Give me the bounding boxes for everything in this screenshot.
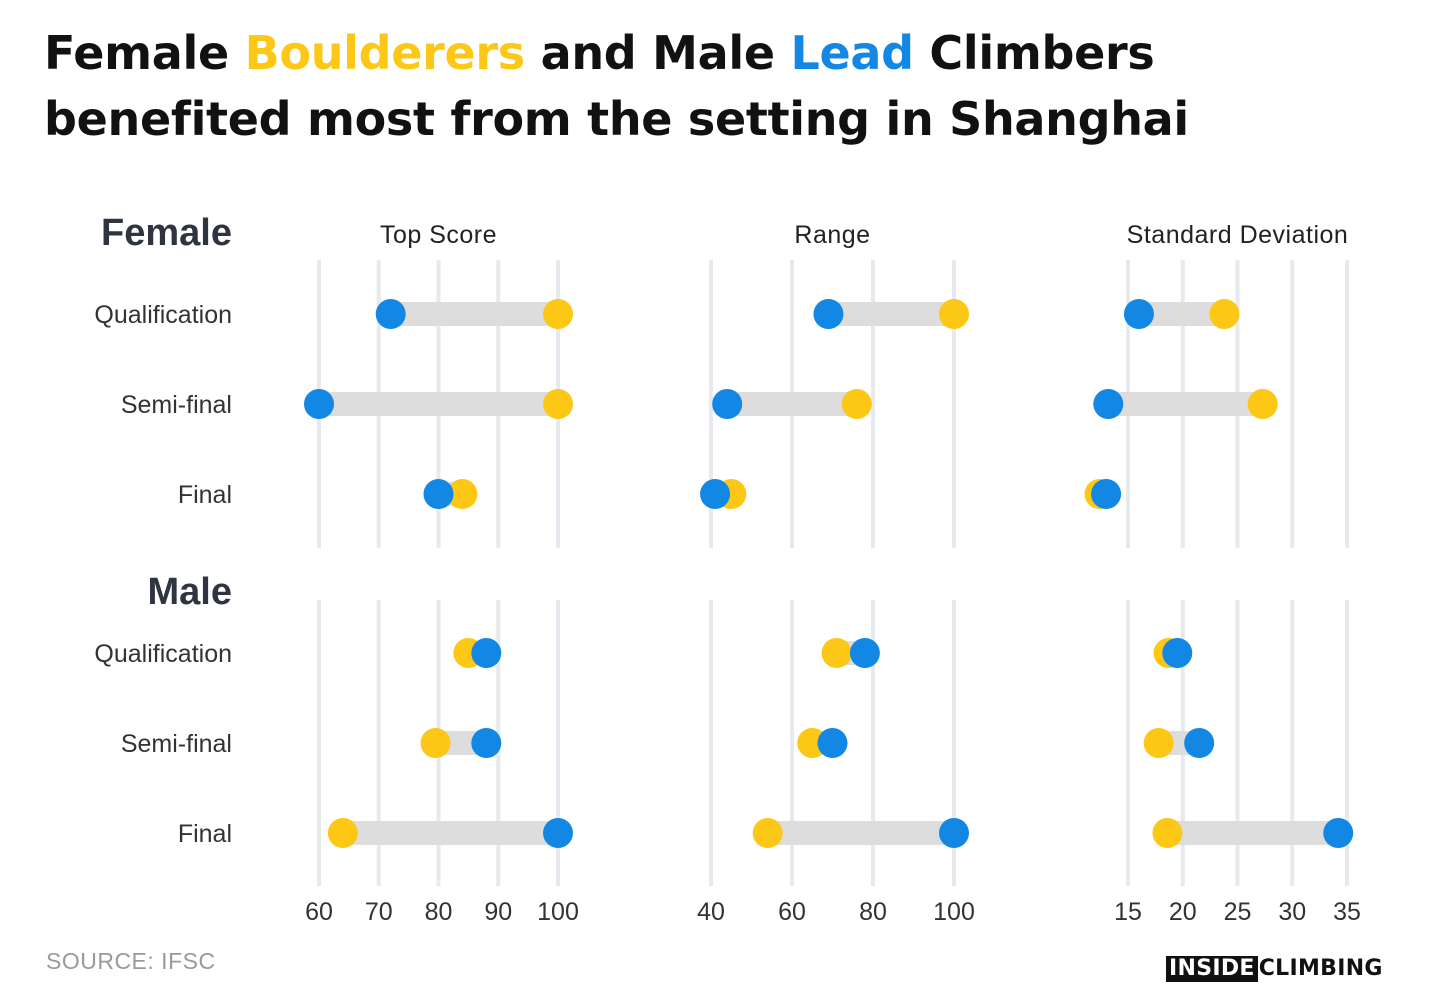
title-line-1: Female Boulderers and Male Lead Climbers (44, 20, 1404, 86)
tick-label-top-score-80: 80 (425, 898, 453, 926)
title-text-3: Climbers (913, 26, 1155, 80)
lead-dot-top-score-male-final (543, 818, 573, 848)
lead-dot-top-score-male-qualification (471, 638, 502, 668)
tick-label-top-score-100: 100 (537, 898, 579, 926)
source-note: SOURCE: IFSC (46, 948, 216, 974)
lead-dot-standard-deviation-male-semi-final (1184, 728, 1215, 758)
lead-dot-standard-deviation-male-final (1323, 818, 1354, 848)
round-label-male-final: Final (178, 820, 232, 848)
boulder-dot-standard-deviation-male-semi-final (1143, 728, 1174, 758)
boulder-dot-standard-deviation-female-qualification (1209, 299, 1240, 329)
lead-dot-range-female-final (700, 479, 731, 509)
boulder-dot-standard-deviation-female-semi-final (1247, 389, 1278, 419)
lead-dot-range-female-qualification (813, 299, 844, 329)
title-line-2: benefited most from the setting in Shang… (44, 92, 1189, 146)
boulder-dot-top-score-female-qualification (543, 299, 573, 329)
round-label-female-final: Final (178, 481, 232, 509)
lead-dot-top-score-female-qualification (375, 299, 406, 329)
tick-label-standard-deviation-25: 25 (1224, 898, 1252, 926)
lead-dot-top-score-female-semi-final (304, 389, 334, 419)
boulder-dot-range-female-semi-final (841, 389, 872, 419)
title-highlight-lead: Lead (790, 26, 914, 80)
group-label-male: Male (148, 571, 232, 613)
logo-inverted-text: INSIDE (1166, 956, 1258, 982)
lead-dot-range-male-qualification (849, 638, 880, 668)
tick-label-range-60: 60 (778, 898, 806, 926)
panel-title-standard-deviation: Standard Deviation (1127, 221, 1349, 249)
lead-dot-range-female-semi-final (712, 389, 743, 419)
tick-label-top-score-90: 90 (484, 898, 512, 926)
boulder-dot-top-score-male-semi-final (420, 728, 451, 758)
boulder-dot-standard-deviation-male-final (1152, 818, 1183, 848)
lead-dot-range-male-semi-final (817, 728, 848, 758)
lead-dot-range-male-final (939, 818, 969, 848)
title-text-1: Female (44, 26, 245, 80)
boulder-dot-range-male-qualification (821, 638, 852, 668)
inside-climbing-logo: INSIDE CLIMBING (1166, 956, 1383, 982)
lead-dot-top-score-male-semi-final (471, 728, 502, 758)
lead-dot-standard-deviation-female-qualification (1123, 299, 1154, 329)
boulder-dot-range-male-final (752, 818, 783, 848)
tick-label-standard-deviation-35: 35 (1333, 898, 1361, 926)
round-label-female-qualification: Qualification (94, 301, 232, 329)
boulder-dot-range-female-qualification (939, 299, 969, 329)
tick-label-top-score-70: 70 (365, 898, 393, 926)
lead-dot-standard-deviation-female-semi-final (1093, 389, 1124, 419)
panel-title-top-score: Top Score (380, 221, 497, 249)
tick-label-top-score-60: 60 (305, 898, 333, 926)
tick-label-range-100: 100 (933, 898, 975, 926)
round-label-male-semi-final: Semi-final (121, 730, 232, 758)
boulder-dot-top-score-female-semi-final (543, 389, 573, 419)
lead-dot-standard-deviation-male-qualification (1162, 638, 1193, 668)
logo-plain-text: CLIMBING (1258, 956, 1383, 981)
round-label-male-qualification: Qualification (94, 640, 232, 668)
lead-dot-standard-deviation-female-final (1091, 479, 1122, 509)
tick-label-standard-deviation-20: 20 (1169, 898, 1197, 926)
tick-label-range-80: 80 (859, 898, 887, 926)
tick-label-standard-deviation-15: 15 (1114, 898, 1142, 926)
title-text-2: and Male (524, 26, 791, 80)
panel-title-range: Range (794, 221, 870, 249)
title-highlight-boulderers: Boulderers (244, 26, 526, 80)
chart-title: Female Boulderers and Male Lead Climbers… (44, 20, 1404, 152)
tick-label-standard-deviation-30: 30 (1278, 898, 1306, 926)
group-label-female: Female (101, 212, 232, 254)
tick-label-range-40: 40 (697, 898, 725, 926)
round-label-female-semi-final: Semi-final (121, 391, 232, 419)
boulder-dot-top-score-male-final (327, 818, 358, 848)
boulder-dot-top-score-female-final (447, 479, 478, 509)
lead-dot-top-score-female-final (423, 479, 454, 509)
